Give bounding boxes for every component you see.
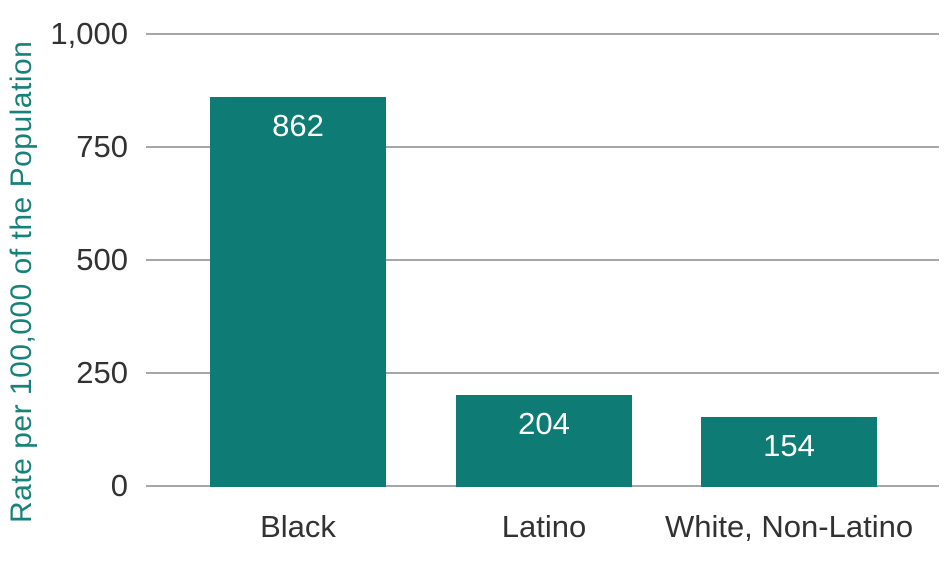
bar-black: 862: [210, 97, 386, 487]
bar-value-label-black: 862: [272, 108, 324, 144]
x-axis-label-white-non-latino: White, Non-Latino: [664, 509, 914, 544]
y-tick-label-1000: 1,000: [50, 16, 128, 51]
gridline-1000: [146, 33, 939, 35]
y-tick-label-250: 250: [76, 355, 128, 390]
bar-value-label-white-non-latino: 154: [763, 428, 815, 464]
gridline-750: [146, 146, 939, 148]
bar-value-label-latino: 204: [518, 405, 570, 441]
gridline-250: [146, 372, 939, 374]
bar-latino: 204: [456, 394, 632, 487]
y-tick-label-0: 0: [110, 468, 128, 503]
x-axis-label-black: Black: [260, 509, 336, 544]
gridline-500: [146, 259, 939, 261]
bar-white-non-latino: 154: [701, 417, 877, 487]
y-tick-label-750: 750: [76, 129, 128, 164]
y-tick-label-500: 500: [76, 242, 128, 277]
x-axis-label-latino: Latino: [501, 509, 587, 544]
